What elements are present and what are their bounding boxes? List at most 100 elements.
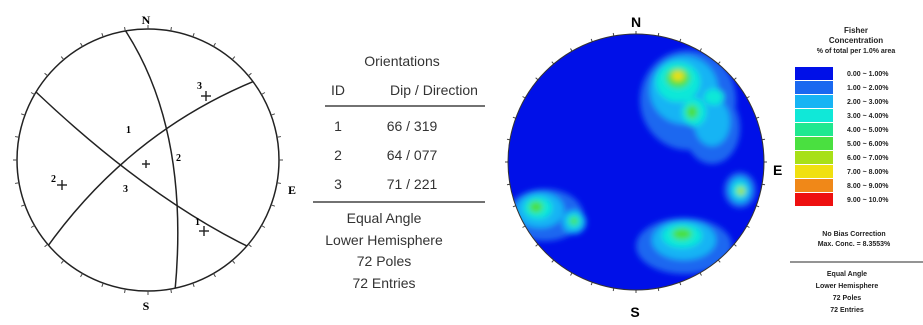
tick-mark <box>746 225 750 228</box>
column-header-id: ID <box>331 82 345 98</box>
pole-markers <box>57 91 211 236</box>
legend-swatch <box>795 179 833 192</box>
tick-mark <box>170 26 172 32</box>
tick-mark <box>276 182 282 184</box>
contour-cluster-south <box>636 218 732 274</box>
legend-swatch <box>795 123 833 136</box>
tick-mark <box>231 56 236 60</box>
max-concentration: Max. Conc. = 8.3553% <box>818 241 891 248</box>
legend-label: 9.00 ~ 10.0% <box>847 197 889 204</box>
legend-label: 3.00 ~ 4.00% <box>847 113 889 120</box>
stereonet-left: N S E 1 2 3 1 2 3 <box>13 13 296 313</box>
row-3-id: 3 <box>334 176 342 192</box>
contour-stereonet: N S E <box>505 14 782 320</box>
great-circle-label-2: 2 <box>176 153 181 164</box>
contour-cluster-northeast <box>640 50 756 208</box>
compass-east: E <box>288 183 296 197</box>
legend-label: 8.00 ~ 9.00% <box>847 183 889 190</box>
legend-swatch <box>795 109 833 122</box>
legend-swatch <box>795 151 833 164</box>
tick-mark <box>101 32 104 38</box>
tick-mark <box>101 282 104 288</box>
tick-mark <box>248 72 252 77</box>
legend-label: 0.00 ~ 1.00% <box>847 71 889 78</box>
tick-mark <box>261 225 266 228</box>
tick-mark <box>761 138 766 141</box>
tick-mark <box>590 282 593 286</box>
compass-north: N <box>142 13 151 27</box>
legend-label: 1.00 ~ 2.00% <box>847 85 889 92</box>
legend-swatch <box>795 193 833 206</box>
tick-mark <box>679 282 682 286</box>
tick-mark <box>270 204 276 207</box>
tick-mark <box>44 72 48 77</box>
compass-south: S <box>143 299 150 313</box>
pole-label-3: 3 <box>197 81 202 92</box>
great-circle-1 <box>35 91 256 251</box>
legend: Fisher Concentration % of total per 1.0%… <box>790 26 923 314</box>
row-2-value: 64 / 077 <box>387 147 438 163</box>
legend-poles: 72 Poles <box>833 295 862 302</box>
hemisphere-label: Lower Hemisphere <box>325 232 443 248</box>
tick-mark <box>192 32 195 38</box>
tick-mark <box>213 42 216 47</box>
tick-mark <box>60 260 65 264</box>
tick-mark <box>192 282 195 288</box>
legend-swatch <box>795 95 833 108</box>
contour-compass-east: E <box>773 162 782 178</box>
legend-title-line2: Concentration <box>829 36 883 45</box>
great-circle-2 <box>124 29 179 291</box>
row-3-value: 71 / 221 <box>387 176 438 192</box>
tick-mark <box>248 243 252 248</box>
tick-mark <box>44 243 48 248</box>
legend-label: 4.00 ~ 5.00% <box>847 127 889 134</box>
projection-label: Equal Angle <box>347 210 422 226</box>
center-mark <box>142 160 150 168</box>
tick-mark <box>612 32 615 37</box>
legend-swatch <box>795 67 833 80</box>
legend-title-line1: Fisher <box>844 26 868 35</box>
tick-mark <box>522 225 526 228</box>
contour-compass-north: N <box>631 14 641 30</box>
stereonet-ticks <box>13 25 283 295</box>
entries-count: 72 Entries <box>352 275 415 291</box>
poles-count: 72 Poles <box>357 253 411 269</box>
legend-swatch <box>795 81 833 94</box>
tick-mark <box>80 42 83 47</box>
tick-mark <box>276 136 282 138</box>
tick-mark <box>746 96 750 99</box>
bias-correction: No Bias Correction <box>822 231 885 238</box>
legend-label: 2.00 ~ 3.00% <box>847 99 889 106</box>
legend-swatch <box>795 165 833 178</box>
tick-mark <box>80 273 83 278</box>
tick-mark <box>124 288 126 294</box>
tick-mark <box>14 136 20 138</box>
tick-mark <box>657 32 660 37</box>
tick-mark <box>761 183 766 186</box>
contour-compass-south: S <box>630 304 639 320</box>
tick-mark <box>124 26 126 32</box>
tick-mark <box>170 288 172 294</box>
legend-label: 6.00 ~ 7.00% <box>847 155 889 162</box>
tick-mark <box>60 56 65 60</box>
legend-swatch <box>795 137 833 150</box>
pole-label-2: 2 <box>51 174 56 185</box>
great-circle-label-1: 1 <box>126 125 131 136</box>
legend-label: 7.00 ~ 8.00% <box>847 169 889 176</box>
great-circle-label-3: 3 <box>123 184 128 195</box>
tick-mark <box>231 260 236 264</box>
legend-label: 5.00 ~ 6.00% <box>847 141 889 148</box>
orientations-title: Orientations <box>364 53 439 69</box>
legend-projection: Equal Angle <box>827 271 867 278</box>
orientations-table: Orientations ID Dip / Direction 1 66 / 3… <box>313 53 485 291</box>
legend-title-line3: % of total per 1.0% area <box>817 48 896 55</box>
tick-mark <box>30 92 35 95</box>
column-header-dip-direction: Dip / Direction <box>390 82 478 98</box>
legend-entries: 72 Entries <box>830 307 864 314</box>
contour-primitive <box>507 33 765 291</box>
tick-mark <box>270 113 276 116</box>
great-circle-3 <box>44 77 263 251</box>
primitive-circle <box>16 28 280 292</box>
tick-mark <box>20 204 26 207</box>
tick-mark <box>30 225 35 228</box>
